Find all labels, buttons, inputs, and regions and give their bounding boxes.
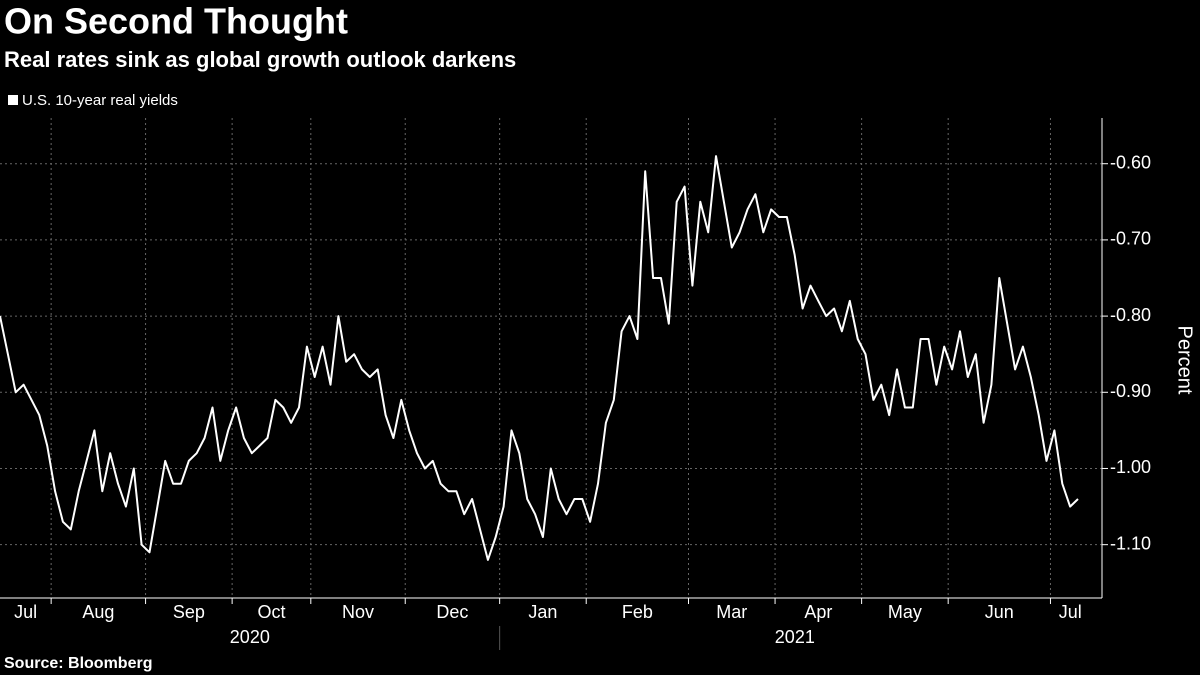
y-tick-label: -0.70 bbox=[1110, 229, 1151, 249]
chart-title: On Second Thought bbox=[4, 1, 348, 42]
x-tick-label: Jul bbox=[14, 602, 37, 622]
x-tick-label: May bbox=[888, 602, 922, 622]
x-tick-label: Jan bbox=[528, 602, 557, 622]
x-tick-label: Jun bbox=[985, 602, 1014, 622]
chart-subtitle: Real rates sink as global growth outlook… bbox=[4, 47, 516, 72]
y-tick-label: -1.10 bbox=[1110, 533, 1151, 553]
y-tick-label: -0.60 bbox=[1110, 152, 1151, 172]
x-tick-label: Apr bbox=[804, 602, 832, 622]
x-tick-label: Aug bbox=[82, 602, 114, 622]
x-tick-label: Dec bbox=[436, 602, 468, 622]
y-tick-label: -0.90 bbox=[1110, 381, 1151, 401]
legend-label: U.S. 10-year real yields bbox=[22, 92, 178, 109]
y-tick-label: -1.00 bbox=[1110, 457, 1151, 477]
source: Source: Bloomberg bbox=[4, 655, 152, 672]
y-axis-label: Percent bbox=[1174, 326, 1196, 395]
x-tick-label: Mar bbox=[716, 602, 747, 622]
legend-swatch bbox=[8, 95, 18, 105]
y-tick-label: -0.80 bbox=[1110, 305, 1151, 325]
x-tick-label: Jul bbox=[1059, 602, 1082, 622]
x-tick-label: Nov bbox=[342, 602, 374, 622]
year-label: 2020 bbox=[230, 627, 270, 647]
data-line bbox=[0, 155, 1079, 561]
x-tick-label: Oct bbox=[257, 602, 285, 622]
year-label: 2021 bbox=[775, 627, 815, 647]
x-tick-label: Sep bbox=[173, 602, 205, 622]
x-tick-label: Feb bbox=[622, 602, 653, 622]
